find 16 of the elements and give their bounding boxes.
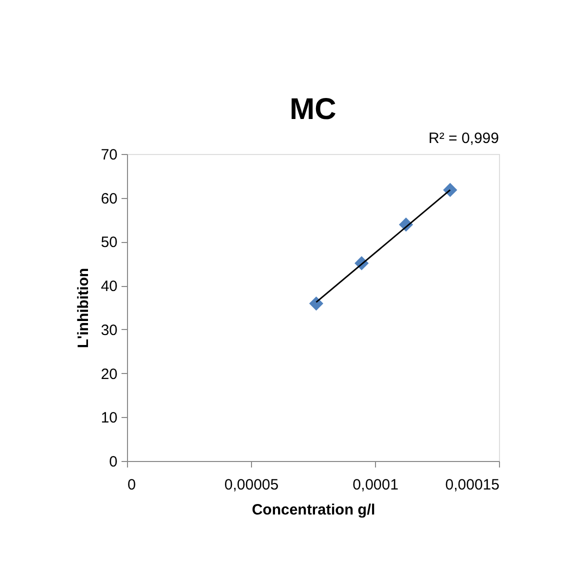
- chart-title: MC: [290, 93, 336, 126]
- y-tick-label: 60: [100, 190, 118, 208]
- y-tick-label: 20: [100, 366, 118, 383]
- y-tick-label: 40: [100, 278, 118, 296]
- x-tick-label: 0,0001: [352, 476, 398, 494]
- y-axis-title: L'inhibition: [74, 268, 92, 348]
- y-tick-label: 10: [100, 410, 118, 427]
- y-tick-label: 0: [109, 454, 118, 470]
- x-tick-label: 0: [128, 476, 136, 494]
- y-tick-label: 50: [100, 234, 118, 252]
- x-axis-title: Concentration g/l: [252, 502, 376, 518]
- x-tick-label: 0,00005: [224, 476, 279, 494]
- y-tick-label: 30: [100, 322, 118, 339]
- text: R² = 0,999: [428, 130, 499, 147]
- y-tick-label: 70: [100, 146, 118, 164]
- x-tick-label: 0,00015: [445, 476, 500, 494]
